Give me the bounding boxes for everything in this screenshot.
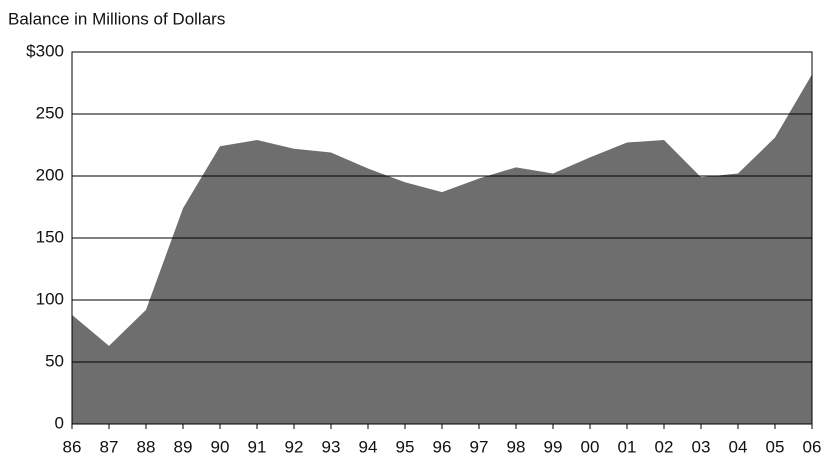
x-tick-label: 98 [507, 437, 526, 456]
x-tick-label: 97 [470, 437, 489, 456]
y-tick-label: 250 [36, 103, 64, 122]
x-tick-label: 92 [285, 437, 304, 456]
x-tick-label: 89 [174, 437, 193, 456]
area [72, 74, 812, 424]
x-tick-label: 99 [544, 437, 563, 456]
x-tick-label: 96 [433, 437, 452, 456]
x-tick-label: 05 [766, 437, 785, 456]
x-tick-label: 04 [729, 437, 748, 456]
x-tick-label: 93 [322, 437, 341, 456]
x-tick-label: 02 [655, 437, 674, 456]
chart-title: Balance in Millions of Dollars [8, 9, 225, 28]
x-tick-label: 00 [581, 437, 600, 456]
x-tick-label: 06 [803, 437, 822, 456]
x-tick-label: 86 [63, 437, 82, 456]
y-tick-label: 200 [36, 165, 64, 184]
x-tick-label: 90 [211, 437, 230, 456]
y-tick-label: 0 [55, 413, 64, 432]
y-tick-label: 150 [36, 227, 64, 246]
y-tick-label: 50 [45, 351, 64, 370]
y-tick-label: 100 [36, 289, 64, 308]
x-tick-label: 01 [618, 437, 637, 456]
x-tick-label: 88 [137, 437, 156, 456]
y-tick-label: $300 [26, 41, 64, 60]
x-tick-label: 87 [100, 437, 119, 456]
x-tick-label: 91 [248, 437, 267, 456]
x-tick-label: 95 [396, 437, 415, 456]
x-tick-label: 94 [359, 437, 378, 456]
x-tick-label: 03 [692, 437, 711, 456]
